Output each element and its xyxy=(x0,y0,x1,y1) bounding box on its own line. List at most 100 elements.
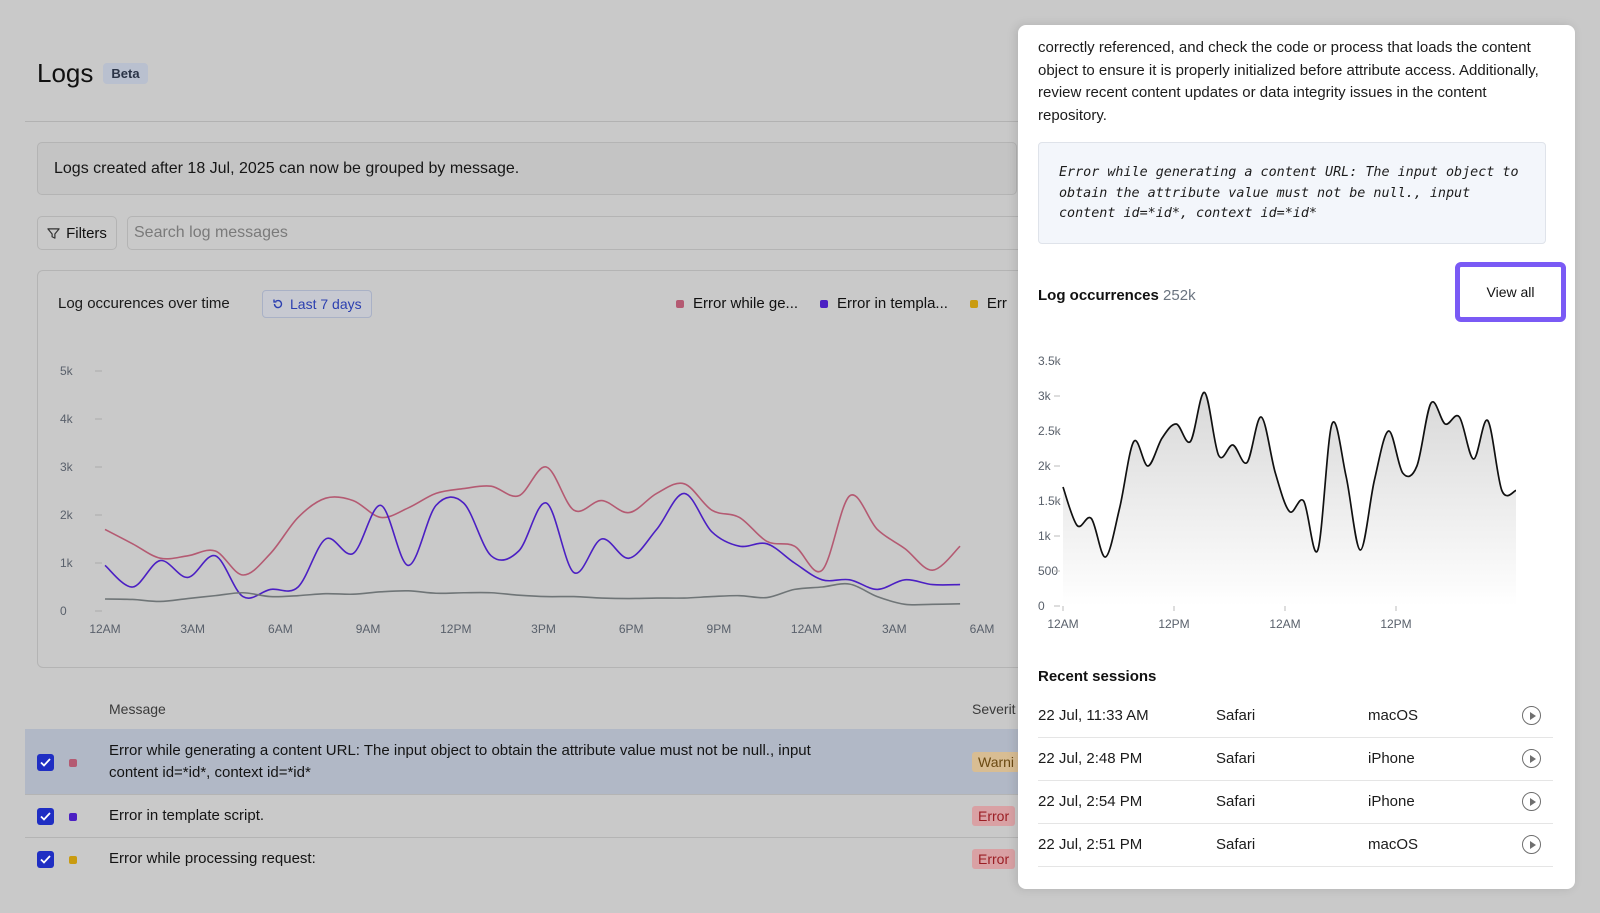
legend-swatch xyxy=(969,299,978,308)
x-tick-label: 6PM xyxy=(619,622,644,636)
severity-badge: Error xyxy=(972,849,1016,869)
y-tick-label: 1k xyxy=(60,556,74,570)
y-tick-label: 2.5k xyxy=(1038,424,1062,438)
session-time: 22 Jul, 2:51 PM xyxy=(1038,836,1143,853)
check-icon xyxy=(40,758,51,767)
session-time: 22 Jul, 2:54 PM xyxy=(1038,793,1143,810)
legend-label: Err xyxy=(986,295,1007,312)
chart-legend: Error while ge... Error in templa... Err xyxy=(676,295,1007,312)
x-tick-label: 3PM xyxy=(531,622,556,636)
row-message: Error while processing request: xyxy=(109,850,316,867)
filter-icon xyxy=(47,227,60,239)
row-message: Error in template script. xyxy=(109,807,265,824)
area-line xyxy=(1062,391,1517,558)
legend-item[interactable]: Error while ge... xyxy=(676,295,798,312)
severity-badge: Warni xyxy=(972,752,1021,772)
x-tick-label: 9PM xyxy=(707,622,732,636)
x-tick-label: 12PM xyxy=(440,622,471,636)
session-row[interactable]: 22 Jul, 2:48 PM Safari iPhone xyxy=(1038,738,1553,781)
occurrences-title: Log occurrences xyxy=(1038,287,1159,304)
legend-item[interactable]: Err xyxy=(969,295,1007,312)
date-range-label: Last 7 days xyxy=(290,296,362,312)
y-tick-label: 0 xyxy=(1038,599,1045,613)
occurrences-count: 252k xyxy=(1163,287,1196,304)
play-session-icon[interactable] xyxy=(1522,706,1541,725)
row-checkbox[interactable] xyxy=(37,808,54,825)
row-message: Error while generating a content URL: Th… xyxy=(109,742,811,781)
view-all-button[interactable]: View all xyxy=(1455,262,1566,322)
date-range-button[interactable]: Last 7 days xyxy=(262,290,372,318)
table-row[interactable]: Error in template script. Error xyxy=(25,795,1035,838)
recent-sessions-title: Recent sessions xyxy=(1038,668,1157,685)
session-browser: Safari xyxy=(1216,836,1256,853)
check-icon xyxy=(40,855,51,864)
search-input[interactable]: Search log messages xyxy=(127,216,1027,250)
table-row[interactable]: Error while generating a content URL: Th… xyxy=(25,729,1035,795)
play-session-icon[interactable] xyxy=(1522,749,1541,768)
y-tick-label: 2k xyxy=(1038,459,1052,473)
x-tick-label: 12AM xyxy=(1047,617,1078,631)
row-checkbox[interactable] xyxy=(37,754,54,771)
series-line xyxy=(104,582,961,606)
session-os: macOS xyxy=(1368,707,1419,724)
severity-badge: Error xyxy=(972,806,1016,826)
y-tick-label: 2k xyxy=(60,508,74,522)
legend-swatch xyxy=(820,299,829,308)
y-tick-label: 3k xyxy=(1038,389,1052,403)
area-fill xyxy=(1063,392,1516,606)
y-tick-label: 1.5k xyxy=(1038,494,1062,508)
session-browser: Safari xyxy=(1216,793,1256,810)
session-row[interactable]: 22 Jul, 2:54 PM Safari iPhone xyxy=(1038,781,1553,824)
table-row[interactable]: Error while processing request: Error xyxy=(25,838,1035,881)
x-tick-label: 3AM xyxy=(180,622,205,636)
log-detail-panel: correctly referenced, and check the code… xyxy=(1018,25,1575,889)
page-title: Logs xyxy=(37,58,94,88)
panel-description: correctly referenced, and check the code… xyxy=(1038,39,1539,124)
session-os: iPhone xyxy=(1368,750,1415,767)
grouping-notice: Logs created after 18 Jul, 2025 can now … xyxy=(37,142,1017,195)
x-tick-label: 12AM xyxy=(1269,617,1300,631)
session-row[interactable]: 22 Jul, 2:51 PM Safari macOS xyxy=(1038,824,1553,867)
legend-item[interactable]: Error in templa... xyxy=(820,295,948,312)
chart-title: Log occurences over time xyxy=(58,295,230,312)
y-tick-label: 3.5k xyxy=(1038,354,1062,368)
play-session-icon[interactable] xyxy=(1522,835,1541,854)
row-checkbox[interactable] xyxy=(37,851,54,868)
session-row[interactable]: 22 Jul, 11:33 AM Safari macOS xyxy=(1038,695,1553,738)
x-tick-label: 6AM xyxy=(268,622,293,636)
refresh-icon xyxy=(273,299,283,309)
severity-column-header[interactable]: Severit xyxy=(972,701,1016,717)
main-line-chart: 0 1k 2k 3k 4k 5k 12AM 3AM 6AM 9AM 12PM 3PM 6PM 9PM 12A… xyxy=(60,364,994,636)
filters-button[interactable]: Filters xyxy=(37,216,117,250)
x-tick-label: 12AM xyxy=(89,622,120,636)
legend-label: Error in templa... xyxy=(837,295,948,312)
y-tick-label: 1k xyxy=(1038,529,1052,543)
legend-label: Error while ge... xyxy=(693,295,799,312)
x-tick-label: 12PM xyxy=(1158,617,1189,631)
beta-badge: Beta xyxy=(103,63,148,84)
x-tick-label: 9AM xyxy=(356,622,381,636)
legend-swatch xyxy=(676,299,684,308)
log-occurrences-chart-card: Log occurences over time Last 7 days Err… xyxy=(37,270,1037,668)
series-line xyxy=(104,466,961,576)
log-message-code: Error while generating a content URL: Th… xyxy=(1038,142,1546,244)
row-color-swatch xyxy=(69,813,77,821)
play-session-icon[interactable] xyxy=(1522,792,1541,811)
y-tick-label: 4k xyxy=(60,412,74,426)
series-line xyxy=(104,492,961,599)
message-column-header[interactable]: Message xyxy=(109,701,166,717)
y-tick-label: 3k xyxy=(60,460,74,474)
y-tick-label: 500 xyxy=(1038,564,1058,578)
session-time: 22 Jul, 2:48 PM xyxy=(1038,750,1143,767)
occurrences-area-chart: 0 500 1k 1.5k 2k 2.5k 3k 3.5k 12AM 12PM 12AM 12PM xyxy=(1038,354,1517,631)
occurrences-heading: Log occurrences 252k xyxy=(1038,287,1196,304)
session-time: 22 Jul, 11:33 AM xyxy=(1038,707,1149,724)
filters-label: Filters xyxy=(66,224,107,242)
x-tick-label: 12PM xyxy=(1380,617,1411,631)
session-browser: Safari xyxy=(1216,707,1256,724)
x-tick-label: 3AM xyxy=(882,622,907,636)
session-os: iPhone xyxy=(1368,793,1415,810)
check-icon xyxy=(40,812,51,821)
page-header: Logs Beta xyxy=(37,58,148,89)
